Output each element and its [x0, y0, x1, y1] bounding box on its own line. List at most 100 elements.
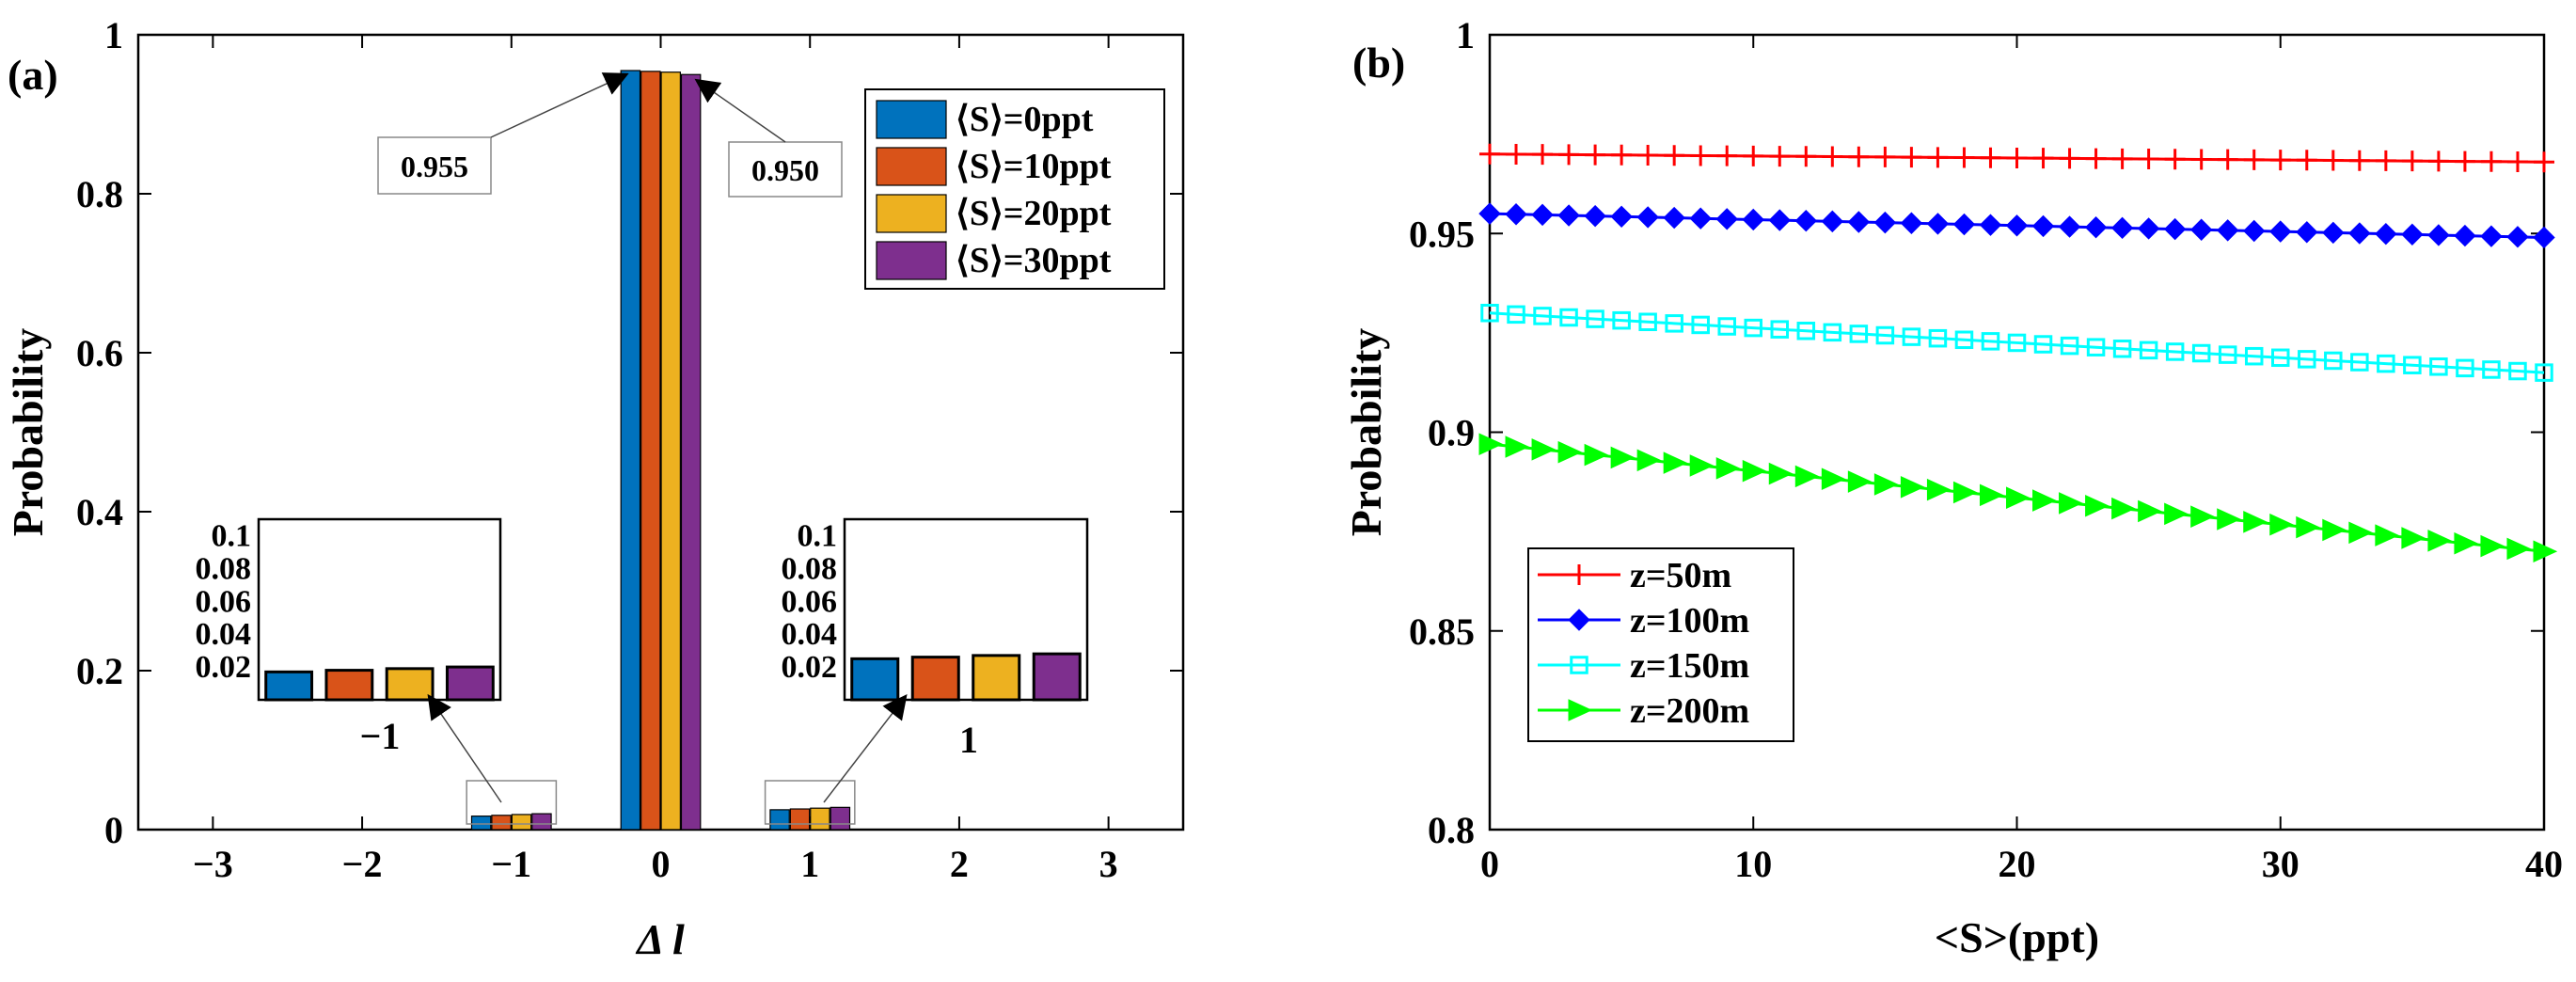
y-tick-label: 0.95: [1409, 213, 1475, 255]
inset-bar: [264, 670, 314, 702]
data-point: [1848, 146, 1870, 167]
data-point: [1847, 211, 1871, 233]
data-point: [1637, 145, 1659, 166]
data-point: [1902, 327, 1921, 346]
data-point: [1715, 208, 1738, 230]
data-point: [1568, 609, 1590, 631]
data-point: [1900, 212, 1923, 234]
data-point: [2480, 225, 2503, 247]
data-point: [1717, 317, 1736, 336]
annotation-arrow: [694, 78, 786, 143]
data-point: [1981, 332, 2000, 351]
panel-label-a: (a): [8, 51, 58, 99]
data-point: [1691, 315, 1710, 335]
data-point: [1636, 206, 1659, 229]
data-point: [1768, 209, 1791, 231]
data-point: [1954, 330, 1974, 350]
data-point: [1742, 208, 1764, 231]
data-point: [2401, 527, 2426, 549]
highlight-box: [764, 780, 856, 825]
x-axis-label: Δ l: [635, 915, 685, 963]
x-tick-label: 20: [1999, 843, 2036, 885]
data-point: [2348, 150, 2370, 171]
data-point: [2375, 222, 2397, 246]
x-tick-label: −2: [342, 843, 383, 885]
data-point: [1768, 462, 1794, 485]
inset-bar: [972, 654, 1021, 702]
inset-bar: [910, 656, 960, 702]
data-point: [1533, 307, 1552, 325]
data-point: [1822, 146, 1843, 167]
data-point: [1479, 143, 1500, 165]
data-point: [2427, 530, 2453, 552]
data-point: [2164, 502, 2189, 526]
bar: [680, 73, 702, 831]
y-tick-label: 0.8: [76, 173, 123, 215]
data-point: [1795, 146, 1817, 167]
y-tick-label: 0.8: [1428, 809, 1475, 851]
data-point: [2454, 150, 2475, 172]
annotation-arrow: [490, 72, 629, 138]
legend-label: ⟨S⟩=30ppt: [956, 241, 1112, 280]
data-point: [1531, 203, 1554, 227]
bar: [830, 806, 851, 831]
data-point: [2377, 354, 2395, 373]
data-point: [1478, 433, 1504, 455]
data-point: [2298, 350, 2316, 369]
data-point: [2350, 353, 2369, 372]
data-point: [2060, 336, 2079, 356]
data-point: [1557, 440, 1583, 464]
data-point: [1794, 210, 1818, 232]
data-point: [2006, 486, 2031, 509]
data-point: [2269, 220, 2292, 243]
data-point: [1794, 465, 1820, 488]
inset-bar: [1032, 652, 1082, 702]
data-point: [2427, 224, 2450, 246]
data-point: [1531, 438, 1557, 461]
data-point: [2296, 515, 2320, 539]
inset-bar: [385, 667, 435, 702]
x-tick-label: 1: [800, 843, 819, 885]
data-point: [2322, 221, 2345, 245]
data-point: [2480, 534, 2505, 558]
data-point: [2032, 148, 2054, 169]
data-point: [1506, 143, 1527, 165]
data-point: [1821, 467, 1846, 491]
legend-label: ⟨S⟩=10ppt: [956, 147, 1112, 186]
x-tick-label: −1: [491, 843, 531, 885]
y-tick-label: 0.9: [1428, 412, 1475, 454]
data-point: [1716, 145, 1738, 166]
legend-swatch: [876, 194, 947, 233]
data-point: [2533, 226, 2555, 249]
highlight-box: [466, 780, 558, 825]
y-tick-label: 0.2: [76, 650, 123, 692]
data-point: [2216, 219, 2239, 242]
x-tick-label: 0: [652, 843, 671, 885]
data-point: [2480, 150, 2502, 172]
data-point: [2401, 150, 2423, 172]
data-point: [2427, 150, 2449, 172]
inset-y-tick-label: 0.04: [782, 617, 838, 652]
bar: [789, 808, 811, 831]
data-point: [2482, 360, 2501, 379]
data-point: [2271, 348, 2290, 368]
y-tick-label: 1: [104, 14, 123, 56]
data-point: [1979, 483, 2004, 507]
data-point: [2112, 340, 2132, 358]
data-point: [1769, 146, 1791, 167]
data-point: [2085, 494, 2110, 517]
data-point: [2005, 214, 2029, 237]
legend-swatch: [876, 100, 947, 139]
data-point: [2348, 222, 2371, 245]
data-point: [1569, 564, 1589, 585]
data-point: [1636, 449, 1662, 472]
inset-y-tick-label: 0.02: [196, 650, 252, 685]
inset-bar: [324, 669, 374, 702]
data-point: [2296, 221, 2318, 244]
y-tick-label: 0: [104, 809, 123, 851]
data-point: [1796, 322, 1816, 341]
data-point: [1849, 325, 1869, 343]
data-point: [1689, 207, 1712, 230]
data-point: [2137, 217, 2160, 240]
